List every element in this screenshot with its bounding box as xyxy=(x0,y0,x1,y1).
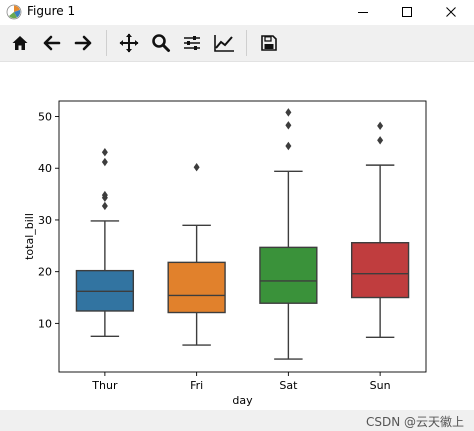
boxplot-chart: 10 20 30 40 50 Thur Fri Sat Sun day total_bill xyxy=(23,100,427,407)
subplots-config-button[interactable] xyxy=(180,31,204,55)
x-tick-label: Thur xyxy=(91,379,118,392)
y-tick-label: 20 xyxy=(38,266,52,279)
home-button[interactable] xyxy=(8,31,32,55)
close-button[interactable] xyxy=(429,0,473,24)
box-fri xyxy=(167,261,226,314)
minimize-button[interactable] xyxy=(341,0,385,24)
y-tick-label: 30 xyxy=(38,214,52,227)
matplotlib-app-icon xyxy=(6,4,22,20)
navigation-toolbar xyxy=(0,25,474,62)
edit-axis-icon xyxy=(214,35,234,52)
minimize-icon xyxy=(358,12,368,13)
outlier-point-sat xyxy=(285,108,292,117)
toolbar-separator xyxy=(106,30,107,56)
plot-frame xyxy=(58,100,427,373)
x-tick-label: Sun xyxy=(370,379,391,392)
back-arrow-icon xyxy=(43,35,61,51)
y-tick-label: 40 xyxy=(38,162,52,175)
outlier-point-thur xyxy=(101,157,108,167)
back-button[interactable] xyxy=(40,31,64,55)
maximize-icon xyxy=(402,7,412,17)
outlier-point-sun xyxy=(377,121,384,131)
figure-canvas[interactable]: 10 20 30 40 50 Thur Fri Sat Sun day total_bill xyxy=(0,62,474,410)
y-axis-label: total_bill xyxy=(23,213,36,260)
outlier-point-thur xyxy=(101,148,108,157)
x-tick-label: Fri xyxy=(190,379,203,392)
outlier-point-sun xyxy=(377,136,384,145)
y-tick-label: 10 xyxy=(38,317,52,330)
toolbar-separator xyxy=(246,30,247,56)
forward-arrow-icon xyxy=(74,35,92,51)
watermark: CSDN @云天徽上 xyxy=(365,415,464,429)
pan-icon xyxy=(119,33,139,53)
pan-button[interactable] xyxy=(117,31,141,55)
box-sun xyxy=(350,242,410,299)
status-bar: CSDN @云天徽上 xyxy=(0,410,474,431)
save-icon xyxy=(261,35,277,51)
outlier-point-sat xyxy=(285,141,292,151)
zoom-icon xyxy=(152,34,170,52)
subplots-config-icon xyxy=(184,36,200,50)
x-axis-label: day xyxy=(232,394,253,407)
home-icon xyxy=(12,36,28,50)
y-tick-label: 50 xyxy=(38,111,52,124)
outlier-point-fri xyxy=(193,162,200,172)
outlier-point-sat xyxy=(285,121,292,130)
x-tick-label: Sat xyxy=(279,379,298,392)
maximize-button[interactable] xyxy=(385,0,429,24)
edit-axis-button[interactable] xyxy=(212,31,236,55)
close-icon xyxy=(446,7,456,17)
outlier-point-thur xyxy=(101,201,108,211)
zoom-button[interactable] xyxy=(149,31,173,55)
box-sat xyxy=(259,246,318,304)
save-button[interactable] xyxy=(257,31,281,55)
window-title: Figure 1 xyxy=(27,4,76,18)
outlier-point-thur xyxy=(101,190,108,200)
forward-button[interactable] xyxy=(71,31,95,55)
window-titlebar: Figure 1 xyxy=(0,0,474,24)
